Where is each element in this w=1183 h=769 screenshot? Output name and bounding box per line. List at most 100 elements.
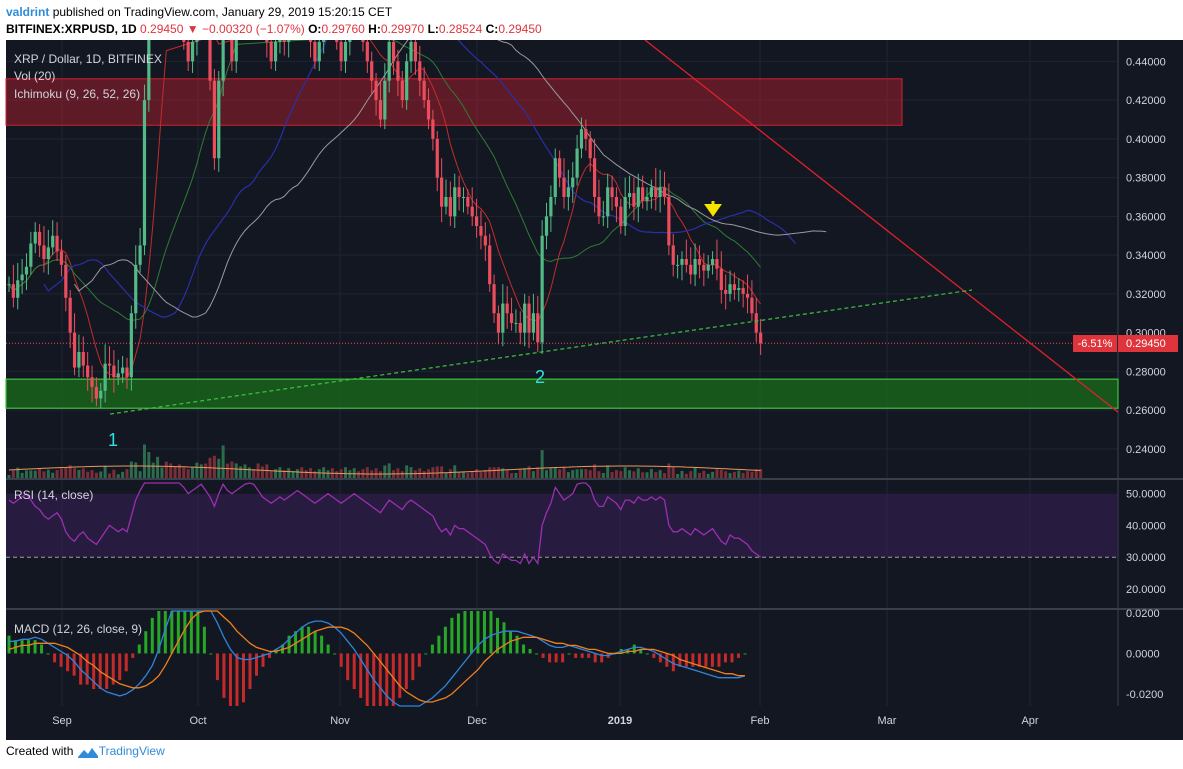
- volume-bar: [684, 473, 688, 478]
- volume-bar: [636, 468, 640, 478]
- volume-bar: [584, 469, 588, 478]
- candle-body: [531, 313, 535, 333]
- volume-bar: [374, 468, 378, 478]
- candle-body: [558, 158, 562, 178]
- candle-body: [632, 193, 636, 207]
- volume-bar: [343, 467, 347, 478]
- macd-histogram-bar: [587, 653, 591, 658]
- macd-histogram-bar: [359, 653, 363, 698]
- candle-body: [212, 80, 216, 159]
- volume-bar: [645, 472, 649, 478]
- candle-body: [234, 40, 238, 62]
- volume-bar: [46, 469, 50, 478]
- candle-body: [645, 196, 649, 201]
- candle-body: [335, 40, 339, 42]
- macd-histogram-bar: [417, 653, 421, 667]
- volume-bar: [628, 470, 632, 478]
- macd-histogram-bar: [59, 653, 63, 667]
- zones: [5, 78, 1119, 409]
- volume-bar: [435, 466, 439, 478]
- price-badge-value: 0.29450: [1126, 338, 1166, 350]
- volume-bar: [221, 445, 225, 478]
- volume-bar: [724, 471, 728, 478]
- candle-body: [42, 245, 46, 259]
- legend-ichimoku: Ichimoku (9, 26, 52, 26): [14, 87, 140, 101]
- candle-body: [282, 40, 286, 42]
- candle-body: [470, 206, 474, 217]
- open-label: O:: [308, 22, 322, 36]
- macd-histogram-bar: [313, 631, 317, 654]
- macd-histogram-bar: [736, 653, 740, 658]
- last-price: 0.29450: [140, 22, 184, 36]
- volume-bar: [754, 469, 758, 478]
- low-label: L:: [427, 22, 439, 36]
- candle-body: [94, 386, 98, 399]
- volume-bar: [125, 469, 129, 478]
- macd-histogram-bar: [541, 653, 545, 658]
- volume-bar: [448, 469, 452, 478]
- volume-bar: [243, 464, 247, 478]
- candle-body: [662, 187, 667, 197]
- tradingview-brand[interactable]: TradingView: [98, 744, 165, 758]
- rsi-tick-label: 50.0000: [1126, 489, 1166, 501]
- candle-body: [571, 177, 575, 188]
- macd-histogram-bar: [255, 653, 259, 676]
- volume-bar: [142, 444, 146, 478]
- volume-bar: [396, 468, 400, 478]
- volume-bar: [274, 469, 278, 478]
- candle-body: [457, 187, 461, 197]
- price-tick-label: 0.32000: [1126, 289, 1166, 301]
- macd-histogram-bar: [391, 653, 395, 706]
- candle-body: [579, 129, 584, 149]
- rsi-tick-label: 40.0000: [1126, 520, 1166, 532]
- candle-body: [68, 297, 72, 333]
- macd-histogram-bar: [189, 611, 193, 654]
- volume-bar: [204, 463, 208, 478]
- volume-bar: [195, 462, 199, 478]
- candle-body: [383, 80, 387, 120]
- candle-body: [483, 235, 487, 246]
- macd-histogram-bar: [287, 635, 291, 654]
- candle-body: [86, 365, 90, 378]
- candle-body: [396, 61, 400, 81]
- candle-body: [667, 196, 671, 246]
- volume-bar: [169, 463, 173, 478]
- volume-bar: [55, 469, 59, 478]
- macd-histogram-bar: [346, 653, 350, 681]
- candle-body: [217, 80, 221, 159]
- author-name[interactable]: valdrint: [6, 5, 50, 19]
- candle-body: [536, 313, 540, 343]
- macd-histogram-bar: [105, 653, 109, 690]
- price-tick-label: 0.28000: [1126, 366, 1166, 378]
- volume-bar: [689, 471, 693, 478]
- volume-bar: [728, 473, 732, 478]
- candle-body: [623, 196, 627, 227]
- candle-body: [562, 177, 566, 197]
- chart-canvas[interactable]: Sep Oct Nov Dec 2019 Feb Mar Apr 0.44000 0.42000 0…: [0, 40, 1183, 740]
- volume-bar: [295, 469, 299, 478]
- candle-body: [99, 390, 103, 399]
- candle-body: [365, 41, 369, 62]
- volume-bar: [501, 468, 505, 478]
- candle-body: [190, 41, 195, 62]
- volume-bar: [164, 461, 168, 478]
- volume-bar: [357, 471, 361, 478]
- time-tick-label: 2019: [608, 715, 632, 727]
- volume-bar: [505, 470, 509, 478]
- high-label: H:: [368, 22, 381, 36]
- time-tick-label: Dec: [467, 715, 487, 727]
- volume-bar: [461, 472, 465, 478]
- volume-bar: [531, 471, 535, 478]
- price-badge-pct-bg: [1073, 335, 1117, 352]
- candle-body: [649, 187, 653, 197]
- candle-body: [186, 41, 190, 62]
- candle-body: [182, 40, 186, 42]
- candle-body: [409, 41, 413, 62]
- candle-body: [549, 196, 553, 217]
- wave-label-2: 2: [535, 367, 545, 387]
- volume-bar: [706, 473, 710, 478]
- price-tick-label: 0.40000: [1126, 134, 1166, 146]
- candle-body: [55, 235, 59, 252]
- macd-histogram-bar: [157, 611, 161, 654]
- macd-histogram-bar: [352, 653, 356, 690]
